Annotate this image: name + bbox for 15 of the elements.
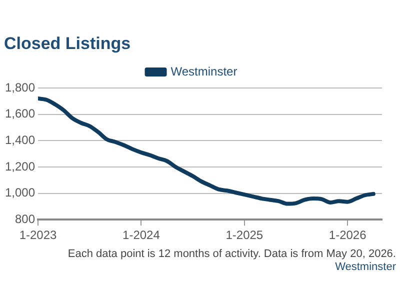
y-tick-label: 1,000 <box>5 186 36 200</box>
chart-title: Closed Listings <box>4 34 131 54</box>
text: Westminster <box>334 261 396 274</box>
x-tick-label: 1-2023 <box>19 228 58 242</box>
x-tick-label: 1-2026 <box>328 228 367 242</box>
text: Each data point is 12 months of activity. Data is from May 20, 2026. <box>68 248 396 261</box>
x-tick-label: 1-2024 <box>122 228 160 242</box>
y-tick-label: 1,600 <box>5 106 36 121</box>
y-tick-label: 1,800 <box>5 80 36 94</box>
y-tick-label: 1,200 <box>5 159 36 174</box>
x-tick-label: 1-2025 <box>226 228 264 242</box>
legend-label: Westminster <box>170 64 238 78</box>
y-tick-label: 1,400 <box>5 132 36 147</box>
line-series <box>38 96 376 206</box>
y-tick-label: 800 <box>15 212 36 226</box>
